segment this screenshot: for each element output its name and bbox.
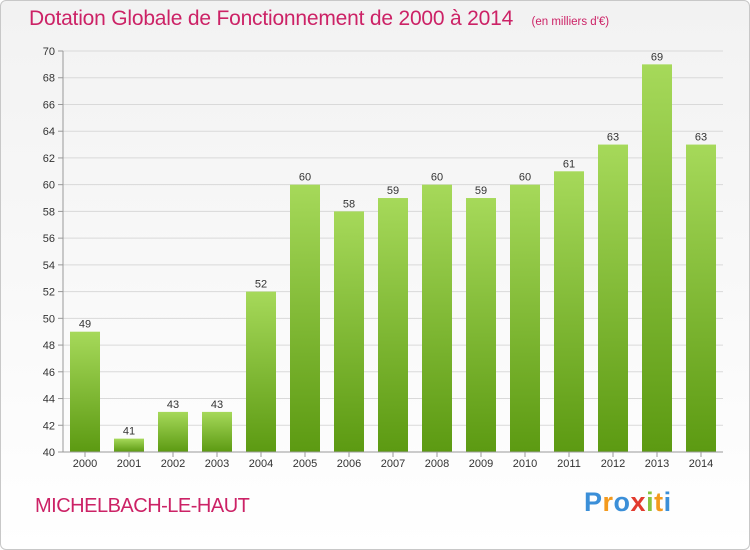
x-tick-label-2000: 2000 (73, 458, 97, 470)
bar-2007 (378, 198, 408, 452)
y-tick-label: 44 (43, 394, 55, 406)
y-tick-label: 54 (43, 260, 55, 272)
bar-2002 (158, 411, 188, 452)
proxiti-logo: Proxiti (584, 487, 672, 518)
bar-2008 (422, 184, 452, 452)
logo-letter: o (613, 487, 631, 517)
x-tick-label-2004: 2004 (249, 458, 273, 470)
bar-2014 (686, 144, 716, 453)
x-tick-label-2006: 2006 (337, 458, 361, 470)
data-label-2006: 58 (343, 198, 355, 210)
x-tick-label-2003: 2003 (205, 458, 229, 470)
logo-letter: P (584, 487, 603, 517)
data-label-2002: 43 (167, 399, 179, 411)
bar-2009 (466, 198, 496, 452)
bar-2001 (114, 438, 144, 452)
y-tick-label: 46 (43, 367, 55, 379)
x-tick-label-2002: 2002 (161, 458, 185, 470)
data-label-2012: 63 (607, 132, 619, 144)
bar-2006 (334, 211, 364, 452)
logo-letter: i (646, 487, 655, 517)
x-tick-label-2010: 2010 (513, 458, 537, 470)
x-tick-label-2013: 2013 (645, 458, 669, 470)
commune-name: MICHELBACH-LE-HAUT (35, 495, 250, 517)
x-tick-label-2005: 2005 (293, 458, 317, 470)
y-tick-label: 56 (43, 233, 55, 245)
logo-letter: t (654, 487, 664, 517)
data-label-2011: 61 (563, 158, 575, 170)
logo-letter: x (630, 487, 647, 517)
chart-unit: (en milliers d'€) (531, 16, 610, 28)
y-tick-label: 52 (43, 287, 55, 299)
x-tick-label-2011: 2011 (557, 458, 581, 470)
x-tick-label-2012: 2012 (601, 458, 625, 470)
y-tick-label: 50 (43, 313, 55, 325)
logo-letter: r (602, 487, 614, 517)
bar-2005 (290, 184, 320, 452)
data-label-2009: 59 (475, 185, 487, 197)
y-tick-label: 64 (43, 126, 55, 138)
bar-2004 (246, 291, 276, 452)
y-tick-label: 68 (43, 73, 55, 85)
data-label-2001: 41 (123, 426, 135, 438)
bar-2010 (510, 184, 540, 452)
data-label-2003: 43 (211, 399, 223, 411)
y-tick-label: 48 (43, 340, 55, 352)
y-tick-label: 66 (43, 99, 55, 111)
y-tick-label: 62 (43, 153, 55, 165)
chart-title: Dotation Globale de Fonctionnement de 20… (29, 7, 514, 30)
chart-header: Dotation Globale de Fonctionnement de 20… (29, 7, 609, 31)
data-label-2007: 59 (387, 185, 399, 197)
y-tick-label: 70 (43, 46, 55, 58)
y-tick-label: 42 (43, 420, 55, 432)
x-tick-label-2009: 2009 (469, 458, 493, 470)
bar-2012 (598, 144, 628, 453)
x-tick-label-2001: 2001 (117, 458, 141, 470)
y-tick-label: 40 (43, 447, 55, 459)
data-label-2010: 60 (519, 172, 531, 184)
y-tick-label: 60 (43, 180, 55, 192)
y-tick-label: 58 (43, 206, 55, 218)
bar-2013 (642, 64, 672, 452)
data-label-2014: 63 (695, 132, 707, 144)
data-label-2004: 52 (255, 279, 267, 291)
data-label-2005: 60 (299, 172, 311, 184)
x-tick-label-2008: 2008 (425, 458, 449, 470)
x-tick-label-2014: 2014 (689, 458, 713, 470)
data-label-2000: 49 (79, 319, 91, 331)
data-label-2008: 60 (431, 172, 443, 184)
bar-2011 (554, 171, 584, 453)
logo-letter: i (663, 487, 672, 517)
x-tick-label-2007: 2007 (381, 458, 405, 470)
data-label-2013: 69 (651, 51, 663, 63)
bar-2000 (70, 331, 100, 452)
bar-2003 (202, 411, 232, 452)
